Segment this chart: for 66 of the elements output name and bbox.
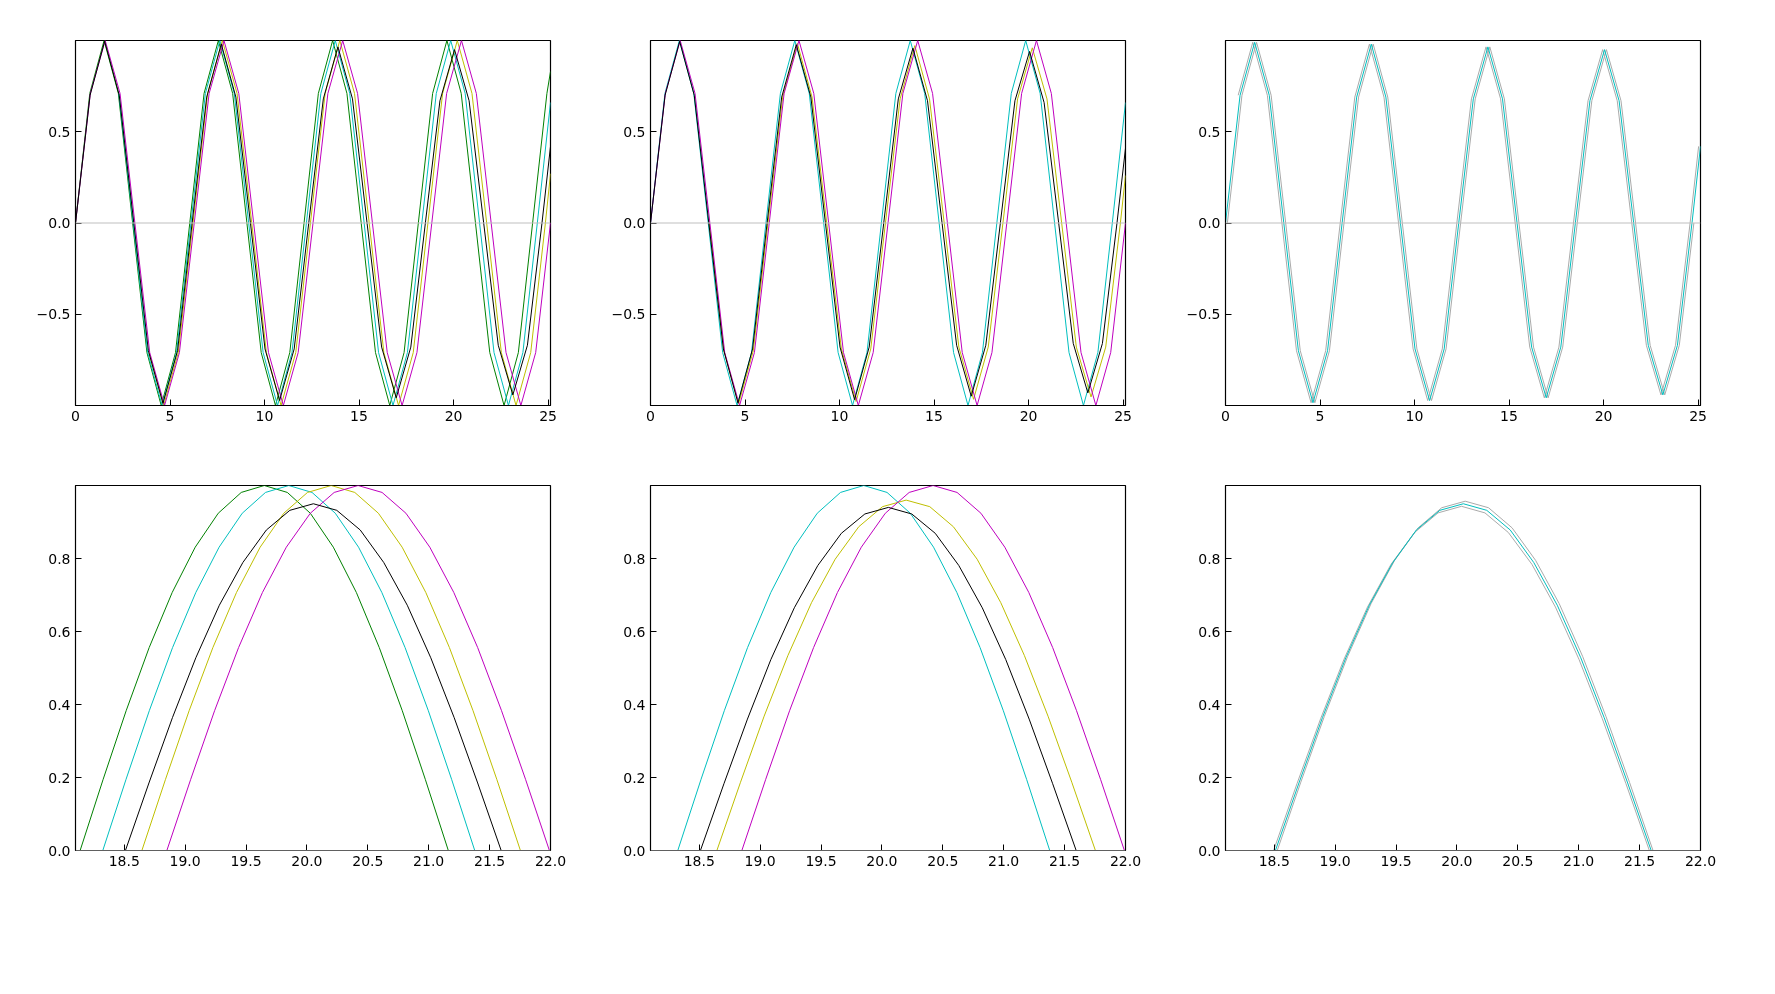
x-tick-label: 10 <box>830 407 849 424</box>
x-tick-label: 22.0 <box>534 852 567 869</box>
x-tick-label: 19.5 <box>230 852 262 869</box>
y-tick-label: 0.0 <box>48 215 71 231</box>
x-tick-label: 20 <box>1594 407 1613 424</box>
y-tick-label: 0.2 <box>623 769 646 786</box>
x-tick-label: 25 <box>1689 407 1707 424</box>
x-tick-label: 20 <box>1019 407 1038 424</box>
x-tick-label: 19.0 <box>169 852 201 869</box>
x-tick-label: 18.5 <box>683 852 715 869</box>
x-tick-label: 18.5 <box>1258 852 1290 869</box>
y-tick-label: −0.5 <box>36 306 71 323</box>
y-tick-label: 0.0 <box>623 842 646 859</box>
x-tick-label: 19.5 <box>805 852 837 869</box>
x-tick-label: 10 <box>255 407 274 424</box>
x-tick-label: 0 <box>71 407 80 424</box>
y-tick-label: 0.8 <box>48 550 71 567</box>
y-tick-label: 0.5 <box>1198 123 1221 140</box>
x-tick-label: 20.0 <box>866 852 898 869</box>
x-tick-label: 22.0 <box>1109 852 1142 869</box>
x-tick-label: 0 <box>1221 407 1230 424</box>
x-tick-label: 21.5 <box>1624 852 1656 869</box>
y-tick-label: 0.0 <box>623 215 646 231</box>
x-tick-label: 20.5 <box>1502 852 1534 869</box>
y-tick-label: 0.4 <box>623 696 646 713</box>
y-tick-label: 0.0 <box>48 842 71 859</box>
y-tick-label: −0.5 <box>611 306 646 323</box>
x-tick-label: 21.0 <box>988 852 1020 869</box>
x-tick-label: 15 <box>1500 407 1518 424</box>
x-tick-label: 21.0 <box>413 852 445 869</box>
x-tick-label: 21.5 <box>474 852 506 869</box>
y-tick-label: 0.5 <box>48 123 71 140</box>
x-tick-label: 19.0 <box>744 852 776 869</box>
y-tick-label: −0.5 <box>1186 306 1221 323</box>
x-tick-label: 25 <box>1114 407 1132 424</box>
x-tick-label: 19.5 <box>1380 852 1412 869</box>
x-tick-label: 0 <box>646 407 655 424</box>
x-tick-label: 10 <box>1405 407 1424 424</box>
y-tick-label: 0.4 <box>1198 696 1221 713</box>
x-tick-label: 18.5 <box>108 852 140 869</box>
x-tick-label: 15 <box>350 407 368 424</box>
y-tick-label: 0.6 <box>48 623 71 640</box>
x-tick-label: 20.5 <box>927 852 959 869</box>
y-tick-label: 0.4 <box>48 696 71 713</box>
y-tick-label: 0.6 <box>623 623 646 640</box>
x-tick-label: 5 <box>740 407 750 424</box>
x-tick-label: 21.5 <box>1049 852 1081 869</box>
x-tick-label: 20.5 <box>352 852 384 869</box>
x-tick-label: 5 <box>1315 407 1325 424</box>
x-tick-label: 5 <box>165 407 175 424</box>
y-tick-label: 0.5 <box>623 123 646 140</box>
y-tick-label: 0.6 <box>1198 623 1221 640</box>
y-tick-label: 0.0 <box>1198 215 1221 231</box>
y-tick-label: 0.8 <box>1198 550 1221 567</box>
y-tick-label: 0.2 <box>1198 769 1221 786</box>
x-tick-label: 22.0 <box>1684 852 1717 869</box>
y-tick-label: 0.2 <box>48 769 71 786</box>
y-tick-label: 0.8 <box>623 550 646 567</box>
x-tick-label: 20 <box>444 407 463 424</box>
x-tick-label: 25 <box>539 407 557 424</box>
x-tick-label: 21.0 <box>1563 852 1595 869</box>
x-tick-label: 19.0 <box>1319 852 1351 869</box>
y-tick-label: 0.0 <box>1198 842 1221 859</box>
x-tick-label: 20.0 <box>291 852 323 869</box>
x-tick-label: 15 <box>925 407 943 424</box>
x-tick-label: 20.0 <box>1441 852 1473 869</box>
